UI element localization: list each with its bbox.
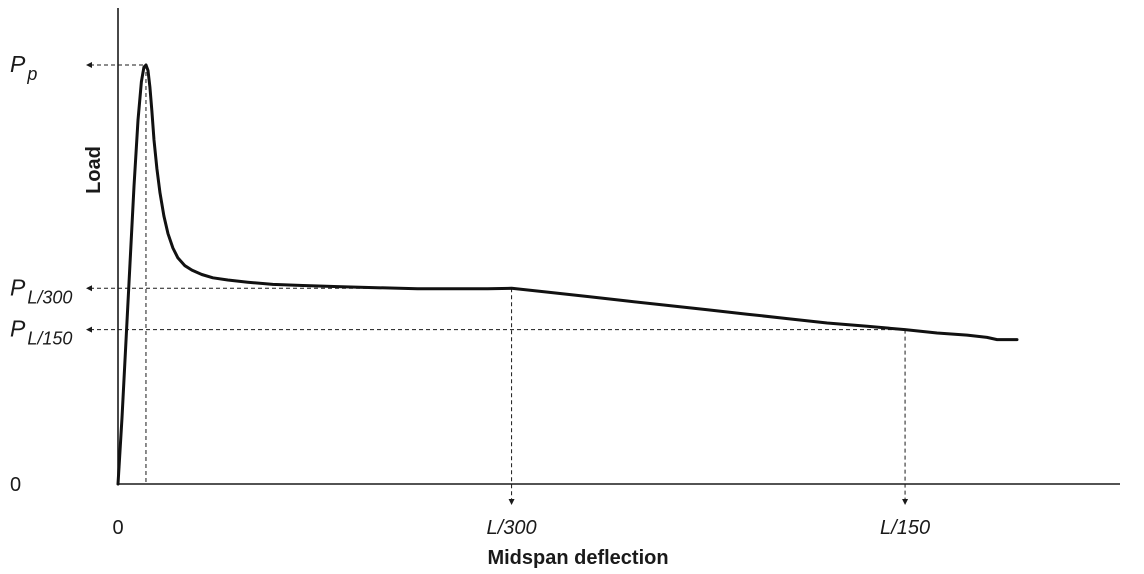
guide-L-300-arrow [86, 285, 92, 292]
load-marker-label: P L/150 [10, 316, 72, 349]
guide-L-150-arrow [86, 326, 92, 333]
x-tick-label: 0 [112, 517, 123, 539]
load-marker-symbol: P [10, 51, 26, 77]
guide-p-arrow [86, 62, 92, 68]
load-marker-subscript: L/150 [27, 329, 72, 349]
load-marker-label: P L/300 [10, 274, 72, 307]
load-marker-symbol: P [10, 316, 26, 342]
load-marker-subscript: L/300 [27, 287, 72, 307]
y-axis-title: Load [83, 146, 105, 194]
x-axis-title: Midspan deflection [487, 547, 668, 569]
tick-labels: 0 L/300 L/150 0 [10, 474, 930, 539]
axes [117, 8, 1120, 485]
series-layer [116, 63, 1019, 486]
guide-L-150-arrow [902, 499, 909, 505]
y-tick-label: 0 [10, 474, 21, 496]
guide-lines [86, 62, 909, 505]
guide-L-300-arrow [508, 499, 515, 505]
load-deflection-curve [116, 63, 1019, 486]
load-marker-subscript: p [26, 64, 37, 84]
x-tick-label: L/300 [487, 517, 537, 539]
load-marker-symbol: P [10, 274, 26, 300]
x-tick-label: L/150 [880, 517, 930, 539]
